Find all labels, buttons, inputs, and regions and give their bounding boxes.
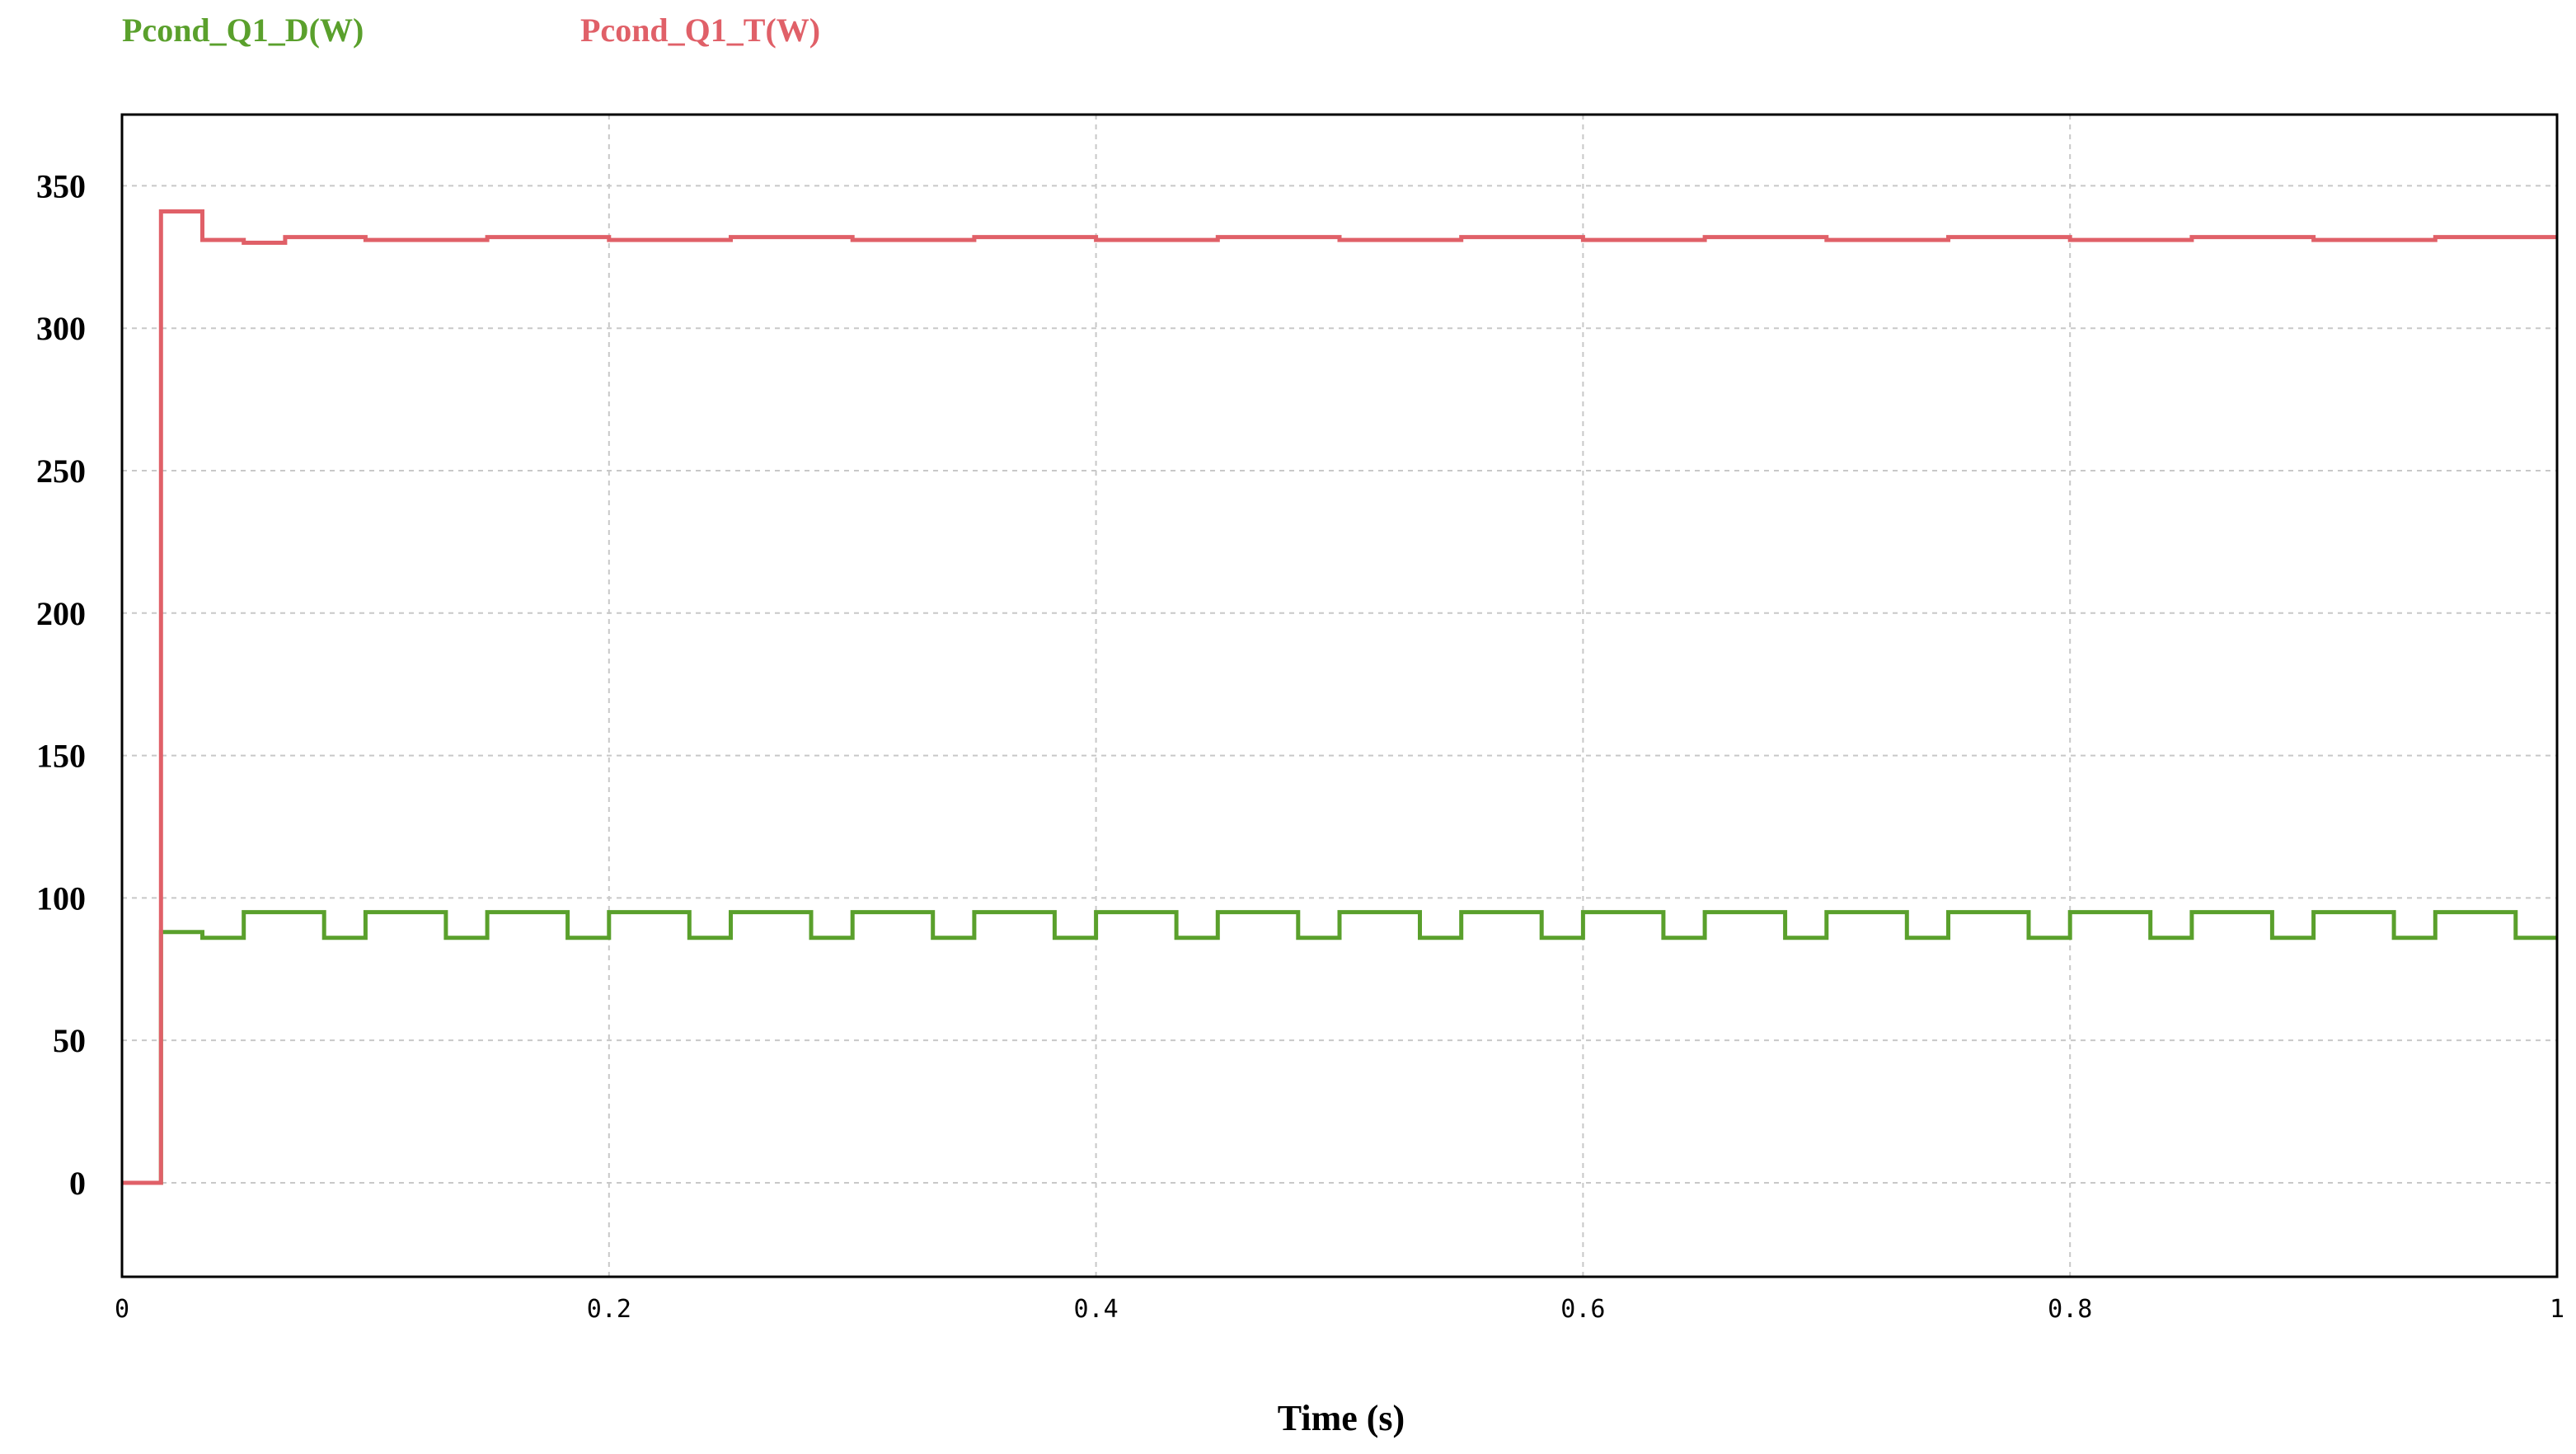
y-tick-label: 300 [36, 310, 86, 347]
series-group [122, 209, 2557, 1185]
y-tick-label: 50 [53, 1022, 86, 1059]
y-tick-label: 150 [36, 738, 86, 775]
y-tick-label: 100 [36, 879, 86, 917]
plot-frame [120, 113, 2559, 1278]
y-tick-label: 250 [36, 453, 86, 490]
y-tick-label: 350 [36, 167, 86, 204]
legend-entry-pcond-q1-d: Pcond_Q1_D(W) [122, 12, 364, 49]
x-tick-label: 0.6 [1560, 1295, 1605, 1324]
x-axis: 0 0.2 0.4 0.6 0.8 1 [115, 1295, 2564, 1324]
x-tick-label: 0.2 [587, 1295, 631, 1324]
y-axis: 0 50 100 150 200 250 300 350 [36, 167, 86, 1202]
x-tick-label: 1 [2550, 1295, 2564, 1324]
series-line-pcond-q1-d [122, 910, 2557, 1185]
y-tick-label: 200 [36, 595, 86, 632]
legend: Pcond_Q1_D(W) Pcond_Q1_T(W) [122, 12, 820, 49]
x-tick-label: 0.8 [2048, 1295, 2092, 1324]
x-axis-label: Time (s) [1278, 1398, 1405, 1438]
legend-entry-pcond-q1-t: Pcond_Q1_T(W) [580, 12, 820, 49]
x-tick-label: 0.4 [1074, 1295, 1119, 1324]
grid [122, 115, 2557, 1277]
series-line-pcond-q1-t [122, 209, 2557, 1185]
y-tick-label: 0 [69, 1165, 86, 1202]
x-tick-label: 0 [115, 1295, 129, 1324]
